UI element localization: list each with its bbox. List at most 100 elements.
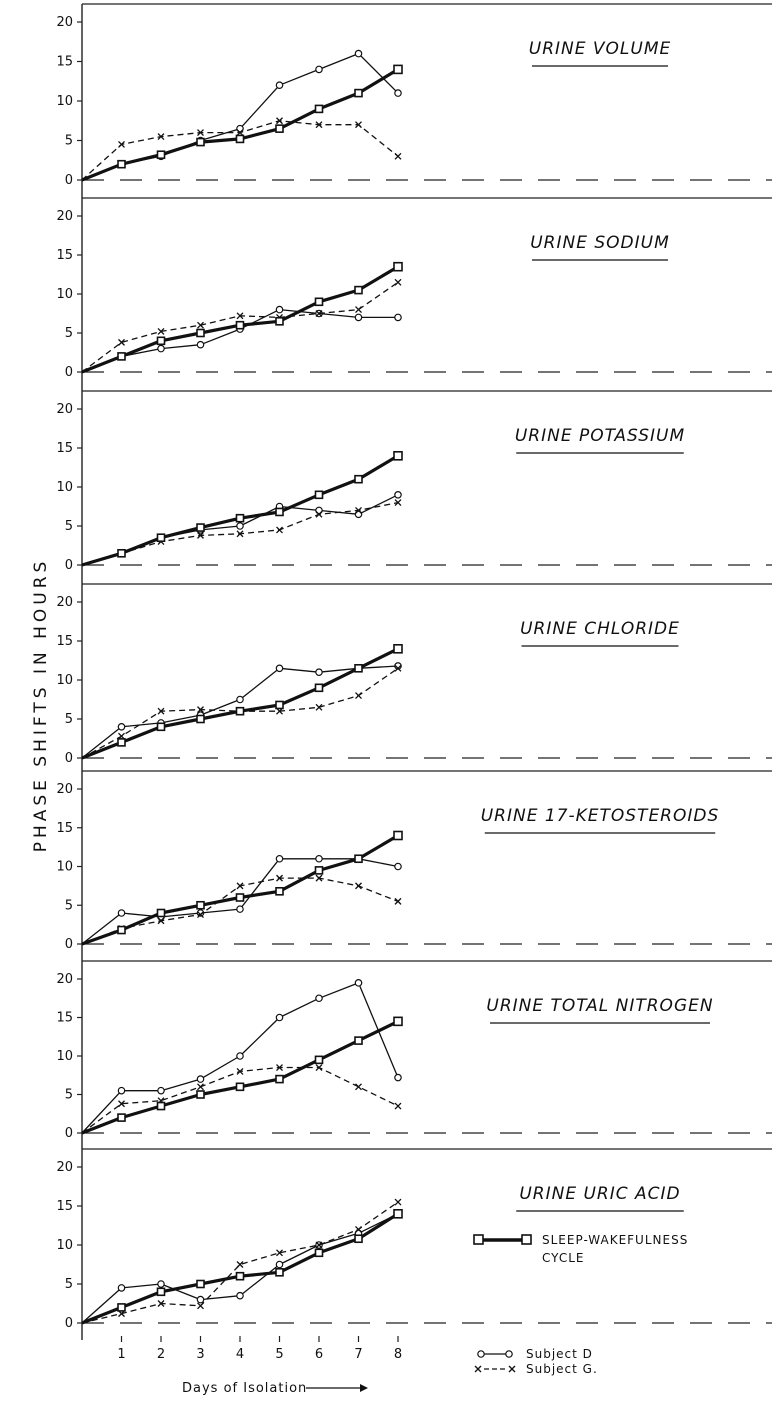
data-point-subject-d <box>117 1284 126 1292</box>
x-marker-stroke <box>197 1302 204 1310</box>
data-point-sleep-cycle <box>314 866 324 875</box>
y-tick-label: 5 <box>65 1088 73 1103</box>
data-point-subject-d <box>394 862 402 871</box>
data-point-sleep-cycle <box>275 507 284 517</box>
data-point-subject-d <box>196 1295 205 1304</box>
x-marker-stroke <box>355 1225 362 1233</box>
data-point-subject-g <box>315 1064 323 1072</box>
data-point-subject-d <box>157 344 165 353</box>
legend-sleep-label-line2: CYCLE <box>542 1251 585 1265</box>
x-axis-arrow-head <box>360 1384 368 1392</box>
y-tick-label: 20 <box>56 209 73 224</box>
x-tick-label: 6 <box>315 1347 323 1362</box>
x-marker-stroke <box>236 1067 244 1075</box>
series-line-D <box>81 308 398 373</box>
data-point-subject-g <box>197 1302 204 1310</box>
data-point-sleep-cycle <box>354 1234 363 1244</box>
x-marker-stroke <box>394 499 402 507</box>
y-tick-label: 10 <box>56 94 73 109</box>
data-point-subject-g <box>315 121 323 129</box>
data-point-subject-g <box>394 278 402 286</box>
data-point-subject-d <box>117 1086 126 1095</box>
data-point-sleep-cycle <box>196 900 205 910</box>
data-point-sleep-cycle <box>156 1101 166 1111</box>
data-point-subject-g <box>236 1261 244 1268</box>
x-marker-stroke <box>355 882 362 890</box>
data-point-subject-d <box>394 89 402 97</box>
y-axis-label: PHASE SHIFTS IN HOURS <box>31 558 51 853</box>
panel-4: 0 5 10 15 20 URINE CHLORIDE <box>56 583 772 771</box>
data-point-sleep-cycle <box>275 886 284 896</box>
data-point-sleep-cycle <box>354 285 363 295</box>
data-point-sleep-cycle <box>117 159 126 169</box>
data-point-subject-g <box>394 152 402 160</box>
y-tick-label: 5 <box>65 519 73 534</box>
x-marker-stroke <box>197 129 204 137</box>
data-point-subject-g <box>236 882 244 890</box>
x-marker-stroke <box>276 117 283 125</box>
y-tick-label: 20 <box>56 1160 73 1175</box>
x-marker-stroke <box>236 129 244 137</box>
data-point-subject-d <box>236 905 244 913</box>
x-marker-stroke <box>157 1300 165 1307</box>
data-point-subject-d <box>275 1260 284 1269</box>
data-point-subject-g <box>197 321 204 329</box>
y-tick-label: 5 <box>65 134 73 149</box>
x-marker-stroke <box>236 312 244 320</box>
y-tick-label: 0 <box>65 751 73 766</box>
x-marker-stroke <box>315 1241 323 1249</box>
data-point-subject-g <box>355 306 362 314</box>
x-marker-stroke <box>355 121 362 129</box>
x-tick-label: 8 <box>394 1347 402 1362</box>
data-point-subject-g <box>118 140 125 148</box>
data-point-subject-d <box>157 1086 165 1095</box>
x-marker-stroke <box>394 152 402 160</box>
data-point-sleep-cycle <box>393 1016 403 1027</box>
data-point-subject-g <box>236 312 244 320</box>
x-tick-label: 5 <box>275 1347 283 1362</box>
x-axis-label: Days of Isolation <box>182 1381 307 1396</box>
x-marker-stroke <box>276 1249 283 1257</box>
data-point-sleep-cycle <box>354 474 363 484</box>
y-tick-label: 0 <box>65 937 73 952</box>
y-tick-label: 10 <box>56 1238 73 1253</box>
panel-title: URINE 17-KETOSTEROIDS <box>481 806 720 826</box>
data-point-subject-g <box>197 911 204 919</box>
x-marker-stroke <box>355 1083 362 1091</box>
data-point-subject-d <box>275 1013 284 1022</box>
data-point-subject-g <box>355 882 362 890</box>
y-tick-label: 15 <box>56 248 73 263</box>
data-point-subject-g <box>236 530 244 538</box>
data-point-sleep-cycle <box>196 137 205 147</box>
x-marker-stroke <box>157 327 165 335</box>
x-marker-stroke <box>157 707 165 715</box>
data-point-sleep-cycle <box>235 320 245 330</box>
data-point-subject-d <box>275 305 284 314</box>
x-marker-stroke <box>197 911 204 919</box>
series-line-S <box>81 454 399 567</box>
data-point-sleep-cycle <box>393 261 403 272</box>
x-marker-stroke <box>315 1064 323 1072</box>
data-point-subject-g <box>276 874 283 882</box>
data-point-subject-d <box>236 695 244 704</box>
data-point-sleep-cycle <box>275 700 284 710</box>
data-point-subject-g <box>118 338 125 346</box>
y-tick-label: 5 <box>65 898 73 913</box>
data-point-sleep-cycle <box>156 336 166 346</box>
series-line-G <box>81 1201 399 1324</box>
data-point-sleep-cycle <box>354 88 363 98</box>
data-point-sleep-cycle <box>156 533 166 543</box>
data-point-subject-g <box>157 1300 165 1307</box>
y-tick-label: 20 <box>56 972 73 987</box>
x-marker-stroke <box>197 321 204 329</box>
data-point-sleep-cycle <box>393 643 403 654</box>
data-point-sleep-cycle <box>275 1268 284 1277</box>
x-marker-stroke <box>276 1064 283 1072</box>
panel-title: URINE POTASSIUM <box>515 426 685 446</box>
data-point-sleep-cycle <box>156 150 166 160</box>
x-tick-label: 7 <box>354 1347 362 1362</box>
x-marker-stroke <box>315 310 323 317</box>
x-marker-stroke <box>315 703 323 711</box>
